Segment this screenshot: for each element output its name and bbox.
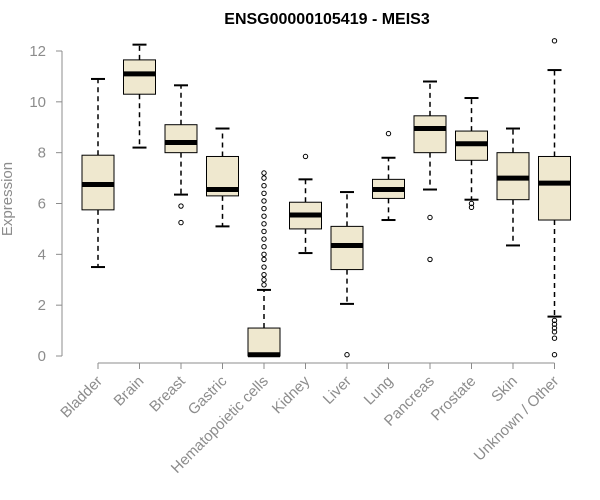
y-tick-label: 8 xyxy=(38,145,46,162)
outlier-point xyxy=(261,264,267,270)
x-tick-label: Skin xyxy=(488,373,521,406)
outlier-point xyxy=(385,130,392,137)
outlier-point xyxy=(468,200,475,207)
box-iqr xyxy=(330,225,364,271)
outlier-point xyxy=(551,321,558,327)
outlier-point xyxy=(261,251,267,258)
y-axis-label: Expression xyxy=(0,162,16,236)
x-tick-label: Liver xyxy=(320,373,355,408)
box-group xyxy=(330,191,364,358)
outlier-point xyxy=(261,175,267,181)
box-iqr xyxy=(247,327,281,357)
box-iqr xyxy=(164,124,198,154)
outlier-point xyxy=(551,38,558,44)
outlier-point xyxy=(261,205,267,212)
y-tick-label: 6 xyxy=(38,196,46,213)
box-group xyxy=(289,153,322,255)
y-tick-label: 0 xyxy=(38,348,46,365)
chart-title: ENSG00000105419 - MEIS3 xyxy=(224,11,430,28)
y-tick-label: 12 xyxy=(29,43,46,60)
box-group xyxy=(206,127,239,228)
y-axis: 0 2 4 6 8 10 12 xyxy=(29,43,63,365)
x-tick-label: Breast xyxy=(146,372,189,415)
outlier-point xyxy=(261,183,267,189)
outlier-point xyxy=(178,203,184,209)
outlier-point xyxy=(551,329,558,335)
outlier-point xyxy=(427,214,433,221)
box-group xyxy=(496,127,530,247)
x-tick-label: Kidney xyxy=(269,372,314,417)
outlier-point xyxy=(427,256,433,263)
outlier-point xyxy=(261,277,267,283)
outlier-point xyxy=(261,244,267,250)
outlier-point xyxy=(261,213,267,219)
y-tick-label: 4 xyxy=(38,246,46,263)
outlier-point xyxy=(178,219,184,226)
outlier-point xyxy=(302,153,309,160)
outlier-point xyxy=(551,335,558,341)
boxes-group xyxy=(81,38,571,358)
x-tick-label: Prostate xyxy=(428,373,480,425)
x-tick-label: Bladder xyxy=(57,373,106,422)
outlier-point xyxy=(344,352,350,358)
outlier-point xyxy=(261,282,267,288)
box-iqr xyxy=(123,59,156,95)
box-iqr xyxy=(538,155,571,221)
outlier-point xyxy=(261,256,267,263)
box-group xyxy=(455,97,488,211)
box-group xyxy=(247,170,281,358)
box-group xyxy=(81,77,115,269)
outlier-point xyxy=(261,271,267,278)
box-group xyxy=(164,84,198,226)
box-group xyxy=(538,38,571,358)
box-group xyxy=(372,130,405,222)
outlier-point xyxy=(468,204,475,211)
outlier-point xyxy=(261,190,267,197)
x-tick-label: Lung xyxy=(361,373,397,409)
box-group xyxy=(123,43,156,149)
outlier-point xyxy=(261,221,267,227)
outlier-point xyxy=(261,198,267,204)
x-tick-label: Brain xyxy=(111,373,148,410)
outlier-point xyxy=(551,352,558,358)
y-tick-label: 2 xyxy=(38,297,46,314)
y-tick-label: 10 xyxy=(29,94,46,111)
box-iqr xyxy=(413,115,447,154)
outlier-point xyxy=(261,228,267,235)
outlier-point xyxy=(551,325,558,331)
outlier-point xyxy=(261,236,267,242)
box-group xyxy=(413,80,447,263)
outlier-point xyxy=(551,317,558,324)
outlier-point xyxy=(261,170,267,176)
